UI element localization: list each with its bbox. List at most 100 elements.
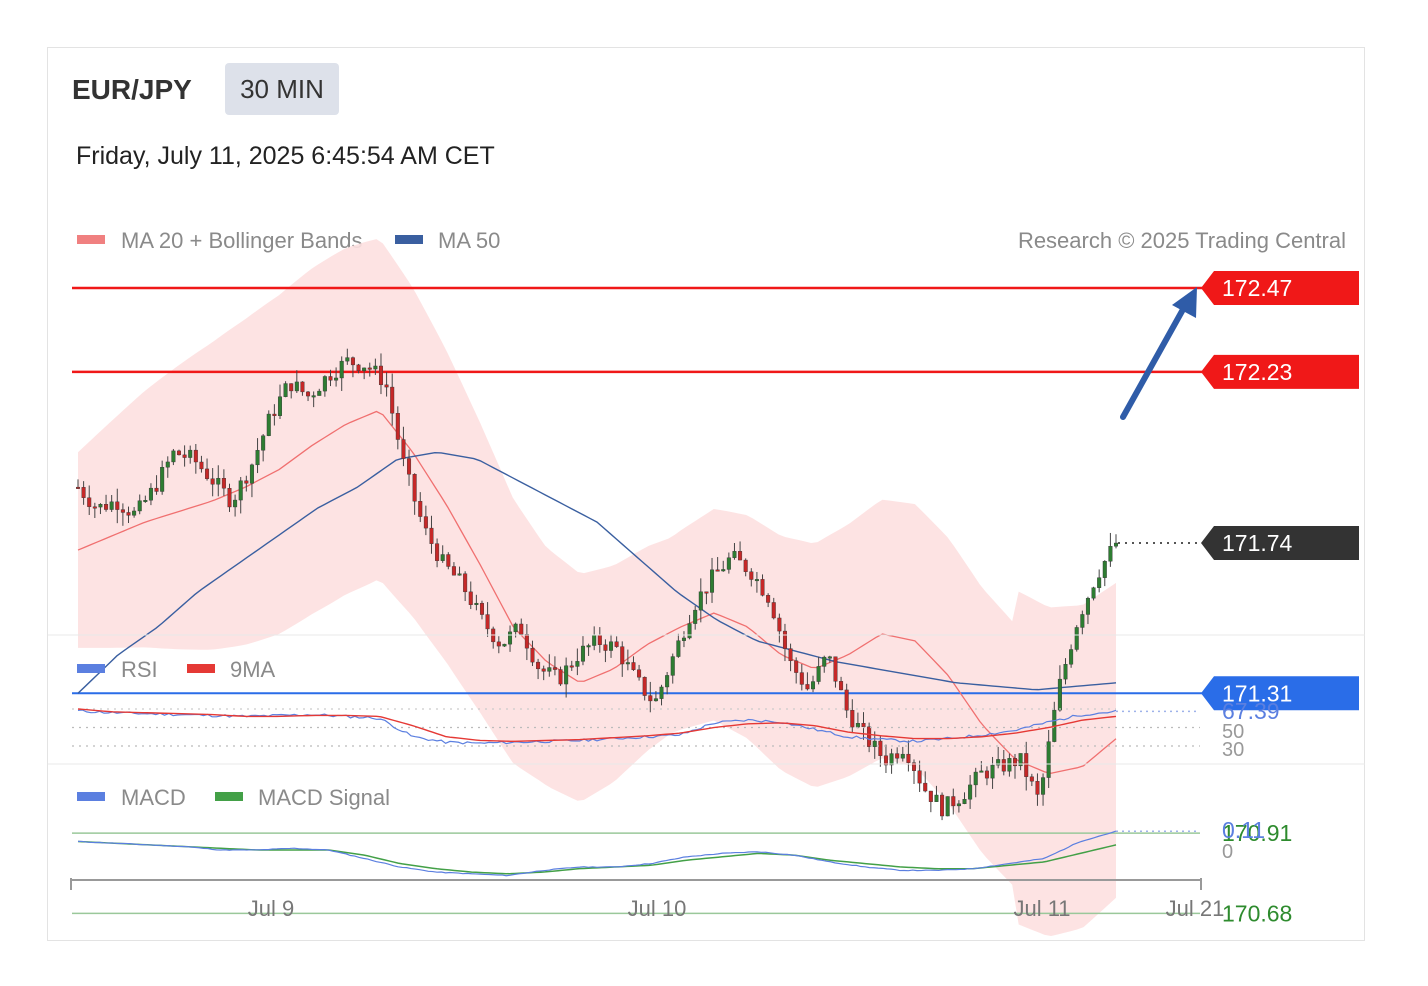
candle-body bbox=[104, 504, 109, 510]
candle-body bbox=[238, 480, 243, 501]
candle-body bbox=[816, 666, 821, 682]
candle-body bbox=[485, 614, 490, 630]
candle-body bbox=[1085, 597, 1090, 615]
candle-body bbox=[895, 753, 900, 759]
candle-body bbox=[143, 500, 148, 502]
candle-body bbox=[378, 365, 383, 386]
target-arrow bbox=[1120, 301, 1189, 420]
candle-body bbox=[945, 796, 950, 817]
candle-body bbox=[1097, 577, 1102, 588]
candle-body bbox=[1069, 649, 1074, 665]
candle-body bbox=[620, 646, 625, 665]
candle-body bbox=[984, 770, 989, 779]
candle-body bbox=[266, 413, 271, 436]
candle-body bbox=[687, 623, 692, 639]
candle-body bbox=[794, 660, 799, 673]
candle-body bbox=[1113, 542, 1118, 547]
candle-body bbox=[423, 516, 428, 529]
candle-body bbox=[648, 695, 653, 702]
candle-body bbox=[951, 796, 956, 807]
candle-body bbox=[176, 450, 181, 456]
candle-body bbox=[244, 480, 249, 484]
candle-body bbox=[625, 662, 630, 665]
candle-body bbox=[233, 499, 238, 508]
candle-body bbox=[693, 609, 698, 624]
level-label: 172.47 bbox=[1222, 275, 1292, 301]
legend-macd-label: MACD bbox=[121, 785, 186, 810]
macd-panel: 0.110 bbox=[77, 817, 1265, 877]
candle-body bbox=[227, 487, 232, 508]
candle-body bbox=[272, 413, 277, 416]
candle-body bbox=[917, 770, 922, 784]
x-tick-label: Jul 21 bbox=[1166, 896, 1225, 921]
candle-body bbox=[754, 579, 759, 582]
legend-macd-signal-label: MACD Signal bbox=[258, 785, 390, 810]
candle-body bbox=[940, 794, 945, 817]
legend-ma20-label: MA 20 + Bollinger Bands bbox=[121, 228, 363, 253]
legend-rsi-swatch bbox=[77, 664, 105, 673]
candle-body bbox=[317, 390, 322, 396]
candle-body bbox=[1074, 627, 1079, 650]
candle-body bbox=[900, 753, 905, 759]
candle-body bbox=[665, 675, 670, 688]
ma20-line bbox=[77, 410, 1117, 774]
candle-body bbox=[777, 617, 782, 632]
macd-level-label: 0 bbox=[1222, 841, 1233, 863]
candle-body bbox=[1029, 776, 1034, 782]
candle-body bbox=[171, 450, 176, 463]
candle-body bbox=[109, 501, 114, 510]
candle-body bbox=[934, 794, 939, 802]
candle-body bbox=[1007, 758, 1012, 772]
candle-body bbox=[356, 364, 361, 371]
level-tag bbox=[1201, 354, 1359, 389]
candle-body bbox=[1035, 781, 1040, 795]
candle-body bbox=[1001, 759, 1006, 772]
candle-body bbox=[322, 376, 327, 392]
candle-body bbox=[255, 450, 260, 466]
candle-body bbox=[210, 478, 215, 485]
candle-body bbox=[732, 551, 737, 558]
candle-body bbox=[928, 790, 933, 802]
candle-body bbox=[283, 383, 288, 397]
candle-body bbox=[670, 656, 675, 676]
candle-body bbox=[990, 764, 995, 779]
candle-body bbox=[850, 710, 855, 728]
candle-body bbox=[743, 559, 748, 572]
candle-body bbox=[575, 661, 580, 667]
candle-body bbox=[923, 782, 928, 792]
legend-macd-signal-swatch bbox=[215, 792, 243, 801]
candle-body bbox=[569, 665, 574, 668]
candle-body bbox=[867, 726, 872, 747]
candle-body bbox=[463, 573, 468, 593]
candle-body bbox=[126, 512, 131, 516]
level-label: 171.31 bbox=[1222, 680, 1292, 706]
timeframe-button[interactable]: 30 MIN bbox=[225, 63, 339, 115]
candle-body bbox=[165, 461, 170, 468]
candle-body bbox=[805, 684, 810, 690]
candle-body bbox=[1080, 614, 1085, 628]
candle-body bbox=[822, 656, 827, 667]
candle-body bbox=[513, 623, 518, 633]
candle-body bbox=[199, 461, 204, 470]
candle-body bbox=[637, 669, 642, 678]
candle-body bbox=[878, 740, 883, 756]
candle-body bbox=[839, 681, 844, 691]
candle-body bbox=[81, 487, 86, 498]
level-label: 170.68 bbox=[1222, 900, 1292, 926]
candle-body bbox=[547, 667, 552, 672]
candle-body bbox=[855, 723, 860, 728]
candle-body bbox=[541, 668, 546, 672]
candle-body bbox=[524, 634, 529, 649]
candle-body bbox=[580, 645, 585, 662]
copyright-label: Research © 2025 Trading Central bbox=[1018, 228, 1346, 253]
candle-body bbox=[609, 641, 614, 651]
candle-body bbox=[962, 799, 967, 804]
target-arrow-head bbox=[1172, 287, 1197, 318]
candle-body bbox=[760, 579, 765, 596]
candle-body bbox=[154, 487, 159, 492]
candle-body bbox=[328, 376, 333, 381]
bollinger-band bbox=[78, 239, 1116, 937]
candle-body bbox=[474, 602, 479, 605]
candle-body bbox=[766, 595, 771, 603]
